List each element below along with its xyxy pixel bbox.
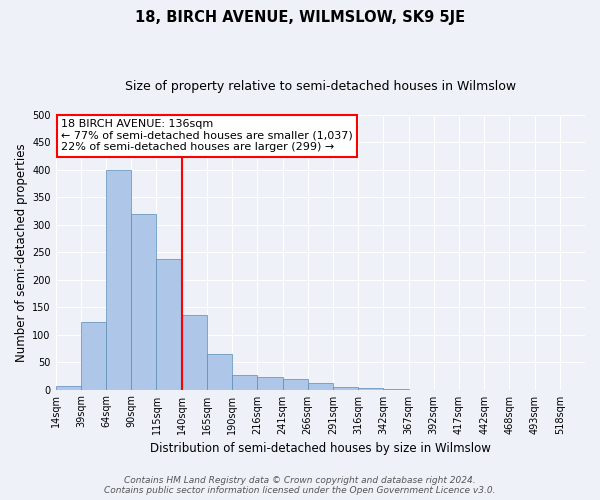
Bar xyxy=(207,354,232,390)
X-axis label: Distribution of semi-detached houses by size in Wilmslow: Distribution of semi-detached houses by … xyxy=(150,442,491,455)
Bar xyxy=(56,386,81,390)
Text: 18 BIRCH AVENUE: 136sqm
← 77% of semi-detached houses are smaller (1,037)
22% of: 18 BIRCH AVENUE: 136sqm ← 77% of semi-de… xyxy=(61,119,353,152)
Text: 18, BIRCH AVENUE, WILMSLOW, SK9 5JE: 18, BIRCH AVENUE, WILMSLOW, SK9 5JE xyxy=(135,10,465,25)
Bar xyxy=(257,378,283,390)
Title: Size of property relative to semi-detached houses in Wilmslow: Size of property relative to semi-detach… xyxy=(125,80,516,93)
Bar xyxy=(333,387,358,390)
Bar xyxy=(383,389,409,390)
Bar xyxy=(358,388,383,390)
Text: Contains HM Land Registry data © Crown copyright and database right 2024.
Contai: Contains HM Land Registry data © Crown c… xyxy=(104,476,496,495)
Bar xyxy=(308,383,333,390)
Y-axis label: Number of semi-detached properties: Number of semi-detached properties xyxy=(15,143,28,362)
Bar xyxy=(131,214,157,390)
Bar xyxy=(182,316,207,390)
Bar xyxy=(232,376,257,390)
Bar xyxy=(157,259,182,390)
Bar xyxy=(283,379,308,390)
Bar xyxy=(81,322,106,390)
Bar xyxy=(106,170,131,390)
